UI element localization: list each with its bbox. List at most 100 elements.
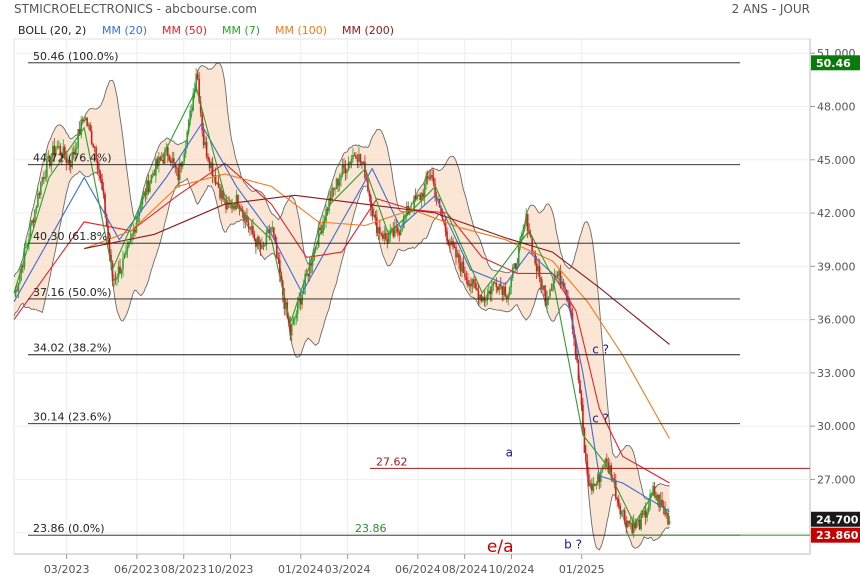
candle-body [307,273,309,277]
candle-body [535,263,538,272]
candle-body [486,293,489,301]
candle-body [177,168,180,181]
candle-body [550,289,553,291]
candle-body [396,227,399,233]
candle-body [562,281,565,287]
x-tick-label: 06/2024 [395,563,441,576]
candle-body [340,175,342,180]
candle-body [92,143,94,147]
candle-body [552,283,554,291]
wave-label: a [506,445,513,459]
candle-body [616,497,619,500]
candle-body [274,235,277,243]
resistance-label: 27.62 [376,455,408,468]
candle-body [98,169,100,174]
candle-body [28,239,30,244]
candle-body [152,173,154,176]
candle-body [422,193,424,197]
price-axis: 51.00048.00045.00042.00039.00036.00033.0… [810,47,856,540]
candle-body [480,294,483,301]
candle-body [308,262,311,277]
candle-body [210,162,212,169]
ma-line [13,87,670,525]
candle-body [161,159,163,161]
candle-body [138,212,141,216]
candle-body [14,289,17,297]
candle-body [192,93,194,111]
candle-body [168,155,171,161]
candle-body [589,483,592,487]
candle-body [556,275,559,277]
candle-body [374,214,377,218]
fibonacci-levels: 50.46 (100.0%) 44.72 (76.4%) 40.30 (61.8%)… [28,50,740,536]
candle-body [232,205,235,209]
candle-body [525,213,527,226]
candle-body [96,158,99,170]
candle-body [299,299,302,305]
candle-body [31,220,33,225]
candle-body [52,145,54,158]
fib-label: 44.72 (76.4%) [33,152,112,165]
candle-body [517,246,520,266]
candle-body [95,147,97,159]
candle-body [195,74,197,90]
candle-body [104,194,106,215]
wave-label: e/a [487,537,514,557]
candle-body [296,301,299,314]
candle-body [265,232,268,246]
candle-body [464,272,466,278]
candle-body [216,182,218,185]
candle-body [501,285,504,295]
candle-body [43,177,45,179]
legend-boll[interactable]: BOLL (20, 2) [18,24,86,37]
candle-body [591,483,593,491]
candle-body [107,226,109,240]
candle-body [447,240,450,245]
candle-body [502,286,505,295]
candle-body [26,243,29,247]
candle-body [656,494,659,499]
candle-body [441,215,444,221]
candle-body [243,212,245,221]
x-tick-label: 06/2023 [114,563,160,576]
candle-body [620,510,623,515]
candle-body [371,209,374,217]
candle-body [495,282,498,288]
candle-body [428,178,430,180]
candle-body [183,153,186,162]
candle-body [74,148,77,154]
candle-body [426,176,429,179]
candle-body [635,522,638,528]
candle-body [386,239,389,244]
candle-body [207,156,209,161]
legend-mm50[interactable]: MM (50) [162,24,207,37]
legend-mm200[interactable]: MM (200) [342,24,394,37]
candle-body [507,295,510,299]
candle-body [474,283,477,289]
period-label: 2 ANS - JOUR [732,2,810,16]
candle-body [595,484,598,486]
candle-body [492,282,495,286]
candle-body [332,187,335,190]
candle-body [280,275,283,281]
candle-body [114,278,117,280]
legend-mm7[interactable]: MM (7) [222,24,260,37]
legend-mm100[interactable]: MM (100) [275,24,327,37]
candle-body [49,155,51,166]
candle-body [143,191,145,197]
candle-body [498,283,501,291]
candle-body [434,183,436,198]
candle-body [347,162,350,170]
candle-body [398,232,401,235]
candle-body [617,499,620,507]
y-tick-label: 33.000 [817,367,856,380]
candle-body [55,147,57,155]
candle-body [641,513,644,515]
candle-body [326,208,329,211]
candle-body [528,230,530,234]
legend-mm20[interactable]: MM (20) [102,24,147,37]
candle-body [383,233,386,239]
candle-body [201,112,203,131]
candle-body [25,246,27,249]
